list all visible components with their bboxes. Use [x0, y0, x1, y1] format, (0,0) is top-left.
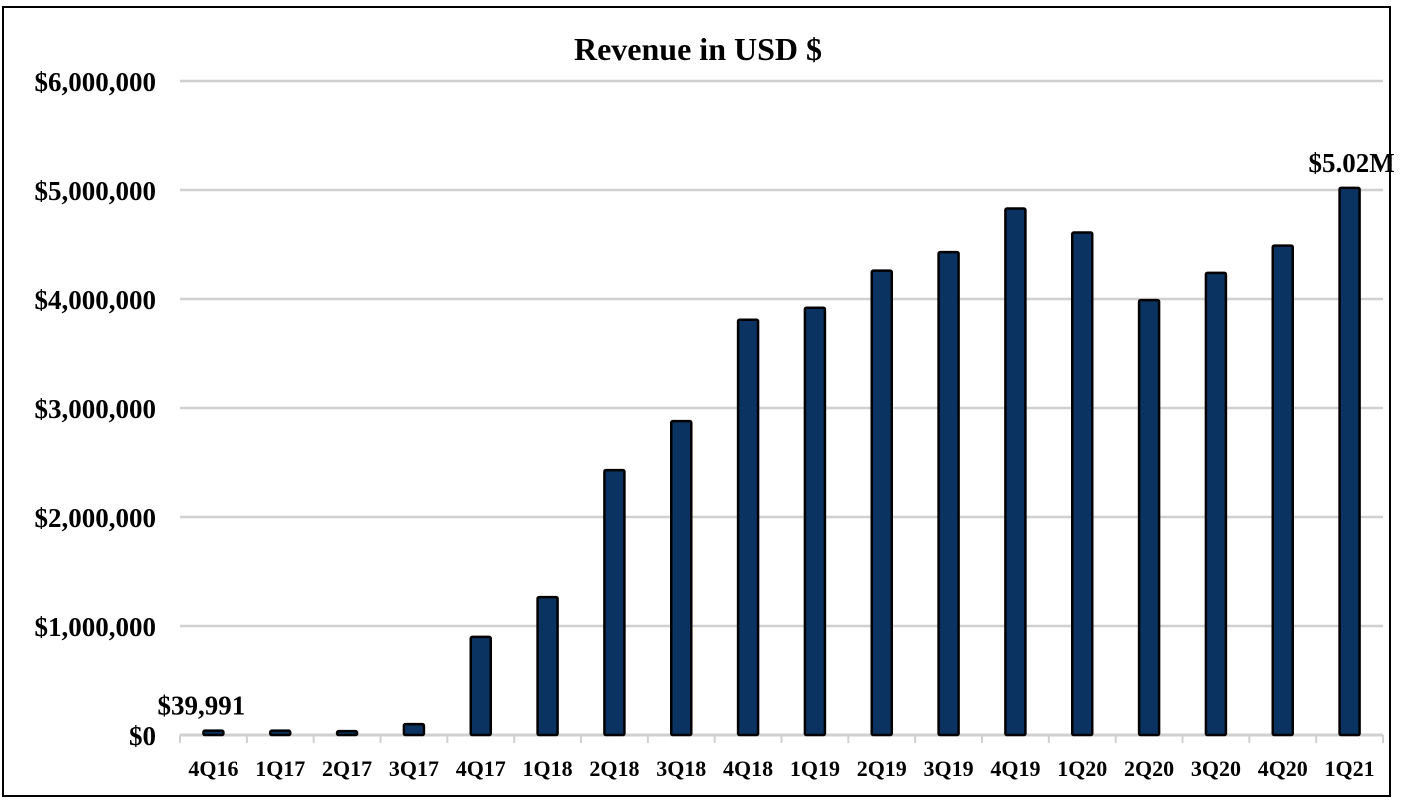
data-label: $5.02M: [1308, 148, 1394, 178]
bar-1Q20: [1071, 231, 1094, 737]
x-tick-label: 2Q20: [1124, 756, 1174, 781]
bar-2Q18: [603, 468, 626, 737]
bar-3Q19: [937, 250, 960, 737]
x-tick-label: 1Q21: [1325, 756, 1375, 781]
y-tick-label: $6,000,000: [35, 67, 157, 97]
bar-3Q17: [402, 722, 426, 737]
x-tick-label: 3Q20: [1191, 756, 1241, 781]
data-label: $39,991: [158, 691, 246, 721]
x-tick-label: 2Q19: [857, 756, 907, 781]
bar-3Q18: [670, 419, 693, 737]
y-tick-label: $4,000,000: [35, 285, 157, 315]
x-tick-label: 4Q18: [723, 756, 773, 781]
y-tick-label: $5,000,000: [35, 176, 157, 206]
bar-4Q19: [1004, 207, 1027, 737]
bar-4Q20: [1271, 244, 1294, 737]
y-tick-label: $1,000,000: [35, 612, 157, 642]
x-tick-label: 1Q18: [523, 756, 573, 781]
x-tick-label: 3Q19: [924, 756, 974, 781]
x-tick-label: 1Q17: [255, 756, 305, 781]
x-tick-label: 3Q18: [656, 756, 706, 781]
chart-frame: [2, 6, 1391, 797]
bar-1Q18: [536, 595, 559, 737]
bar-2Q19: [870, 269, 893, 737]
y-tick-label: $3,000,000: [35, 394, 157, 424]
x-tick-label: 2Q18: [589, 756, 639, 781]
bar-2Q20: [1137, 298, 1161, 737]
x-tick-label: 3Q17: [389, 756, 439, 781]
bar-1Q21: [1338, 186, 1361, 737]
y-tick-label: $0: [129, 721, 156, 751]
x-tick-label: 4Q17: [456, 756, 506, 781]
y-tick-label: $2,000,000: [35, 503, 157, 533]
chart-title: Revenue in USD $: [574, 31, 822, 67]
x-tick-label: 4Q20: [1258, 756, 1308, 781]
bar-2Q17: [335, 729, 359, 737]
bar-4Q16: [202, 729, 225, 737]
bar-1Q19: [803, 306, 827, 737]
bar-4Q18: [736, 318, 760, 737]
x-tick-label: 2Q17: [322, 756, 372, 781]
bar-4Q17: [469, 635, 492, 737]
bar-1Q17: [269, 729, 292, 737]
x-tick-label: 1Q20: [1057, 756, 1107, 781]
x-tick-label: 4Q19: [990, 756, 1040, 781]
bar-3Q20: [1204, 271, 1228, 737]
x-tick-label: 4Q16: [188, 756, 238, 781]
x-tick-label: 1Q19: [790, 756, 840, 781]
